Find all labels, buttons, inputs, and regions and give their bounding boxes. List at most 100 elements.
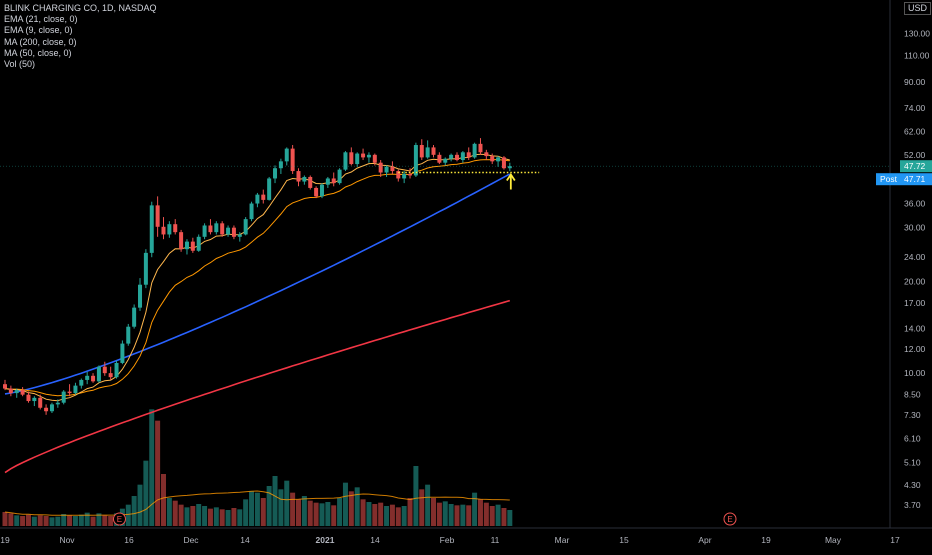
y-tick-label: 74.00: [904, 103, 926, 113]
volume-bar: [20, 516, 26, 526]
volume-bar: [307, 500, 313, 526]
candle-body: [155, 205, 160, 227]
y-tick-label: 20.00: [904, 276, 926, 286]
volume-bar: [219, 509, 225, 526]
volume-bar: [249, 491, 255, 526]
volume-bar: [378, 502, 384, 526]
volume-bar: [8, 513, 14, 526]
candle-body: [278, 161, 283, 169]
post-tag-label: Post: [880, 174, 898, 184]
candle-body: [49, 404, 54, 412]
candle-body: [126, 326, 131, 344]
ema9-path: [4, 153, 510, 402]
volume-ma-line: [4, 490, 510, 516]
volume-bar: [96, 513, 102, 526]
volume-bar: [495, 504, 501, 526]
volume-bar: [190, 506, 196, 526]
candle-body: [161, 226, 166, 235]
candle-body: [337, 169, 342, 184]
volume-bar: [266, 486, 272, 526]
y-tick-label: 130.00: [904, 28, 930, 38]
candle-body: [243, 219, 248, 235]
x-tick-label: Dec: [183, 535, 199, 545]
symbol-title[interactable]: BLINK CHARGING CO, 1D, NASDAQ: [4, 3, 157, 13]
volume-bar: [360, 499, 366, 526]
candle-body: [108, 373, 113, 378]
indicator-volume[interactable]: Vol (50): [4, 59, 36, 70]
candle-body: [419, 145, 424, 158]
ema21-line: [4, 158, 510, 397]
y-tick-label: 8.50: [904, 390, 921, 400]
indicator-ema21[interactable]: EMA (21, close, 0): [4, 14, 78, 25]
candle-body: [284, 148, 289, 162]
candle-body: [302, 176, 307, 182]
candle-body: [67, 391, 72, 394]
candle-body: [366, 154, 371, 158]
indicator-ma200[interactable]: MA (200, close, 0): [4, 36, 77, 47]
y-tick-label: 36.00: [904, 199, 926, 209]
volume-bar: [401, 506, 407, 526]
candle-body: [91, 375, 96, 382]
volume-bar: [37, 515, 43, 526]
volume-bar: [25, 514, 31, 526]
x-tick-label: Mar: [555, 535, 570, 545]
candle-body: [296, 171, 301, 182]
x-tick-label: 14: [240, 535, 250, 545]
candle-body: [384, 166, 389, 173]
candle-body: [26, 394, 31, 402]
y-tick-label: 12.00: [904, 344, 926, 354]
volume-bar: [337, 498, 343, 526]
volume-bar: [72, 516, 78, 526]
volume-bar: [342, 482, 348, 526]
y-tick-label: 90.00: [904, 77, 926, 87]
volume-bar: [419, 489, 425, 526]
candle-body: [490, 156, 495, 162]
volume-bar: [477, 499, 483, 526]
volume-bar: [207, 508, 213, 526]
candle-body: [402, 173, 407, 179]
candle-body: [190, 241, 195, 251]
candle-body: [460, 152, 465, 161]
post-tag-bg: [876, 173, 932, 186]
x-tick-label: Apr: [698, 535, 711, 545]
x-tick-label: 16: [124, 535, 134, 545]
y-tick-label: 14.00: [904, 324, 926, 334]
volume-bar: [272, 476, 278, 526]
indicator-ma50[interactable]: MA (50, close, 0): [4, 47, 72, 58]
volume-bar: [395, 507, 401, 526]
candle-body: [501, 157, 506, 169]
candle-body: [237, 234, 242, 237]
candle-body: [85, 375, 90, 380]
indicator-ema9[interactable]: EMA (9, close, 0): [4, 25, 73, 36]
candle-body: [120, 343, 125, 363]
volume-bar: [78, 514, 84, 526]
candle-body: [214, 223, 219, 233]
volume-bars: [2, 409, 513, 526]
volume-bar: [260, 498, 266, 526]
candle-body: [179, 232, 184, 250]
y-tick-label: 17.00: [904, 298, 926, 308]
y-tick-label: 6.10: [904, 434, 921, 444]
candle-body: [173, 224, 178, 233]
volume-bar: [319, 503, 325, 526]
y-tick-label: 5.10: [904, 457, 921, 467]
candle-body: [331, 178, 336, 184]
candle-body: [443, 158, 448, 163]
candle-body: [314, 187, 319, 197]
y-tick-label: 110.00: [904, 51, 930, 61]
volume-bar: [243, 499, 249, 526]
chart-legend: BLINK CHARGING CO, 1D, NASDAQ EMA (21, c…: [4, 3, 157, 70]
volume-bar: [149, 409, 155, 526]
ma200-line: [4, 299, 511, 474]
last-price-tag-bg: [900, 160, 932, 173]
currency-badge[interactable]: USD: [904, 2, 932, 15]
volume-bar: [436, 502, 442, 526]
candle-body: [132, 307, 137, 327]
volume-bar: [102, 515, 108, 526]
volume-bar: [125, 504, 131, 526]
arrow-icon: [506, 172, 516, 182]
x-tick-label: 2021: [316, 535, 335, 545]
x-tick-label: 19: [0, 535, 10, 545]
